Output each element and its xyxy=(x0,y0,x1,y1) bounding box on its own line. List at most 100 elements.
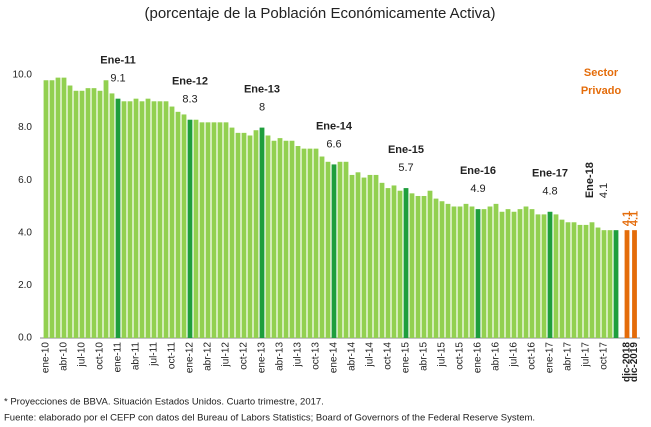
footnote: * Proyecciones de BBVA. Situación Estado… xyxy=(4,397,324,408)
bar xyxy=(613,230,619,338)
bar xyxy=(475,209,481,338)
bar xyxy=(535,214,541,338)
annotation-value: 9.1 xyxy=(110,73,125,85)
x-tick-label: abr-14 xyxy=(347,342,358,371)
annotation-label: Ene-12 xyxy=(172,76,208,88)
x-tick-label: oct-17 xyxy=(599,342,610,370)
x-tick-label: jul-15 xyxy=(437,342,448,368)
y-tick-label: 8.0 xyxy=(18,122,32,133)
bar xyxy=(295,146,301,338)
annotation-value: 8 xyxy=(259,102,265,114)
annotation-value: 5.7 xyxy=(398,162,413,174)
bar xyxy=(361,177,367,338)
x-tick-label: oct-11 xyxy=(167,342,178,369)
bar xyxy=(331,164,337,338)
x-tick-label: ene-13 xyxy=(257,342,268,374)
bar xyxy=(541,214,547,338)
bar xyxy=(85,88,91,339)
bar xyxy=(517,209,523,338)
annotation-label: Ene-17 xyxy=(532,168,568,180)
bar xyxy=(277,138,283,338)
chart-title: (porcentaje de la Población Económicamen… xyxy=(144,5,495,22)
x-tick-label: abr-13 xyxy=(275,342,286,371)
bar xyxy=(415,195,421,338)
bar xyxy=(151,101,157,338)
bar xyxy=(367,174,373,338)
bar xyxy=(103,80,109,338)
bar xyxy=(49,80,55,338)
bar xyxy=(79,90,85,338)
bar xyxy=(229,127,235,338)
bar xyxy=(379,182,385,338)
bar xyxy=(445,203,451,338)
bar xyxy=(493,203,499,338)
y-tick-label: 10.0 xyxy=(13,70,33,81)
x-tick-label: jul-13 xyxy=(293,342,304,368)
x-tick-label: dic-2018 xyxy=(622,342,633,382)
bar xyxy=(469,206,475,338)
x-tick-label: oct-16 xyxy=(527,342,538,370)
side-note: Sector xyxy=(584,67,619,79)
bar xyxy=(115,98,121,338)
bar xyxy=(181,114,187,338)
bar xyxy=(595,227,601,338)
x-tick-label: ene-14 xyxy=(329,342,340,374)
x-tick-label: dic-2019 xyxy=(629,342,640,382)
x-tick-label: jul-11 xyxy=(149,342,160,367)
x-tick-label: abr-16 xyxy=(491,342,502,371)
bar xyxy=(571,222,577,338)
bar xyxy=(624,230,630,338)
bar xyxy=(409,193,415,338)
x-tick-label: oct-15 xyxy=(455,342,466,370)
x-tick-label: jul-12 xyxy=(221,342,232,368)
bar xyxy=(511,211,517,338)
bar xyxy=(253,130,259,338)
bar xyxy=(175,111,181,338)
bar xyxy=(433,198,439,338)
x-tick-label: oct-14 xyxy=(383,342,394,370)
x-tick-label: oct-10 xyxy=(95,342,106,370)
bar xyxy=(187,119,193,339)
bar xyxy=(559,219,565,338)
bar xyxy=(199,122,205,338)
bar xyxy=(427,190,433,338)
bar xyxy=(439,201,445,338)
y-tick-label: 4.0 xyxy=(18,227,32,238)
bar xyxy=(565,222,571,338)
bar xyxy=(529,209,535,338)
annotation-value: 4.9 xyxy=(470,183,485,195)
annotation-label: Ene-11 xyxy=(100,55,135,67)
bar xyxy=(451,206,457,338)
annotation-label: Ene-16 xyxy=(460,165,496,177)
x-tick-label: oct-12 xyxy=(239,342,250,370)
bar xyxy=(403,188,409,338)
data-label: 4.1 xyxy=(621,211,633,226)
bar xyxy=(133,98,139,338)
bar xyxy=(601,230,607,338)
bar xyxy=(481,209,487,338)
bar xyxy=(397,190,403,338)
bar xyxy=(205,122,211,338)
bar xyxy=(61,77,67,338)
bar xyxy=(283,140,289,338)
bar xyxy=(247,135,253,338)
x-tick-label: abr-15 xyxy=(419,342,430,371)
x-tick-label: abr-10 xyxy=(59,342,70,371)
bar xyxy=(307,148,313,338)
bar xyxy=(43,80,49,338)
bar xyxy=(349,174,355,338)
y-tick-label: 6.0 xyxy=(18,175,32,186)
bar xyxy=(632,230,637,338)
bar xyxy=(211,122,217,338)
bar xyxy=(337,161,343,338)
bar xyxy=(73,90,79,338)
bar xyxy=(487,206,493,338)
bar xyxy=(109,93,115,338)
x-tick-label: oct-13 xyxy=(311,342,322,370)
bar xyxy=(313,148,319,338)
x-tick-label: abr-17 xyxy=(563,342,574,371)
bar xyxy=(127,101,133,338)
x-tick-label: jul-16 xyxy=(509,342,520,368)
x-tick-label: abr-11 xyxy=(131,342,142,371)
annotation-label: Ene-18 xyxy=(584,162,596,198)
